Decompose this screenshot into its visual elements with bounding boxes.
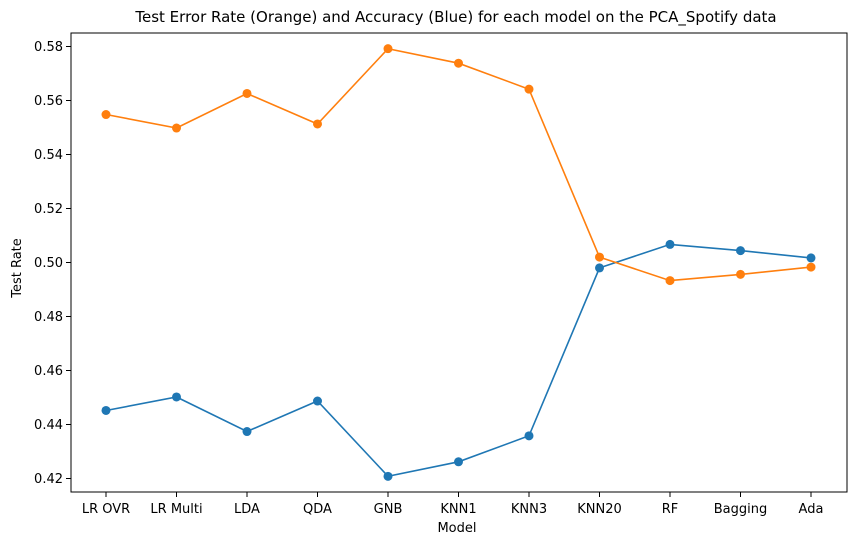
series-1-point (665, 239, 675, 249)
x-tick-label: LDA (234, 502, 260, 517)
y-tick-label: 0.58 (34, 40, 63, 55)
y-tick-label: 0.52 (34, 202, 63, 217)
series-2-point (736, 269, 745, 279)
y-tick-label: 0.54 (34, 148, 63, 163)
series-1-point (595, 263, 604, 273)
series-2-point (101, 110, 111, 120)
series-1-point (383, 471, 393, 481)
x-tick-label: KNN20 (577, 502, 622, 517)
y-tick-label: 0.48 (34, 310, 63, 325)
plot-frame (70, 32, 848, 493)
x-tick-label: Ada (799, 502, 824, 517)
series-1-point (101, 405, 111, 415)
series-2-point (383, 44, 393, 54)
y-tick-label: 0.46 (34, 364, 63, 379)
plot-area (101, 44, 816, 481)
x-tick-label: Bagging (714, 502, 768, 517)
series-1-point (313, 396, 322, 406)
series-line-2 (105, 47, 812, 282)
chart-title: Test Error Rate (Orange) and Accuracy (B… (134, 8, 776, 27)
x-tick-label: RF (662, 502, 679, 517)
x-tick-label: QDA (303, 502, 332, 517)
series-1-point (172, 392, 181, 402)
x-tick-label: KNN1 (440, 502, 476, 517)
y-tick-label: 0.56 (34, 94, 63, 109)
series-2-point (172, 123, 181, 133)
y-tick-label: 0.42 (34, 472, 63, 487)
series-1-point (736, 246, 745, 256)
x-tick-label: GNB (374, 502, 403, 517)
series-2-point (454, 58, 463, 68)
series-1-point (454, 457, 463, 467)
y-tick-label: 0.50 (34, 256, 63, 271)
series-2-point (524, 84, 534, 94)
series-2-point (242, 88, 252, 98)
series-2-point (595, 252, 604, 262)
x-tick-label: LR Multi (150, 502, 202, 517)
x-tick-label: KNN3 (511, 502, 547, 517)
x-tick-label: LR OVR (82, 502, 130, 517)
series-line-1 (105, 243, 812, 478)
series-2-point (313, 119, 322, 129)
series-1-point (806, 253, 816, 263)
series-2-point (665, 276, 675, 286)
series-1-point (242, 427, 252, 437)
x-axis-label: Model (437, 521, 476, 536)
y-axis-label: Test Rate (10, 238, 25, 299)
y-tick-label: 0.44 (34, 418, 63, 433)
series-2-point (806, 262, 816, 272)
series-1-point (524, 431, 534, 441)
